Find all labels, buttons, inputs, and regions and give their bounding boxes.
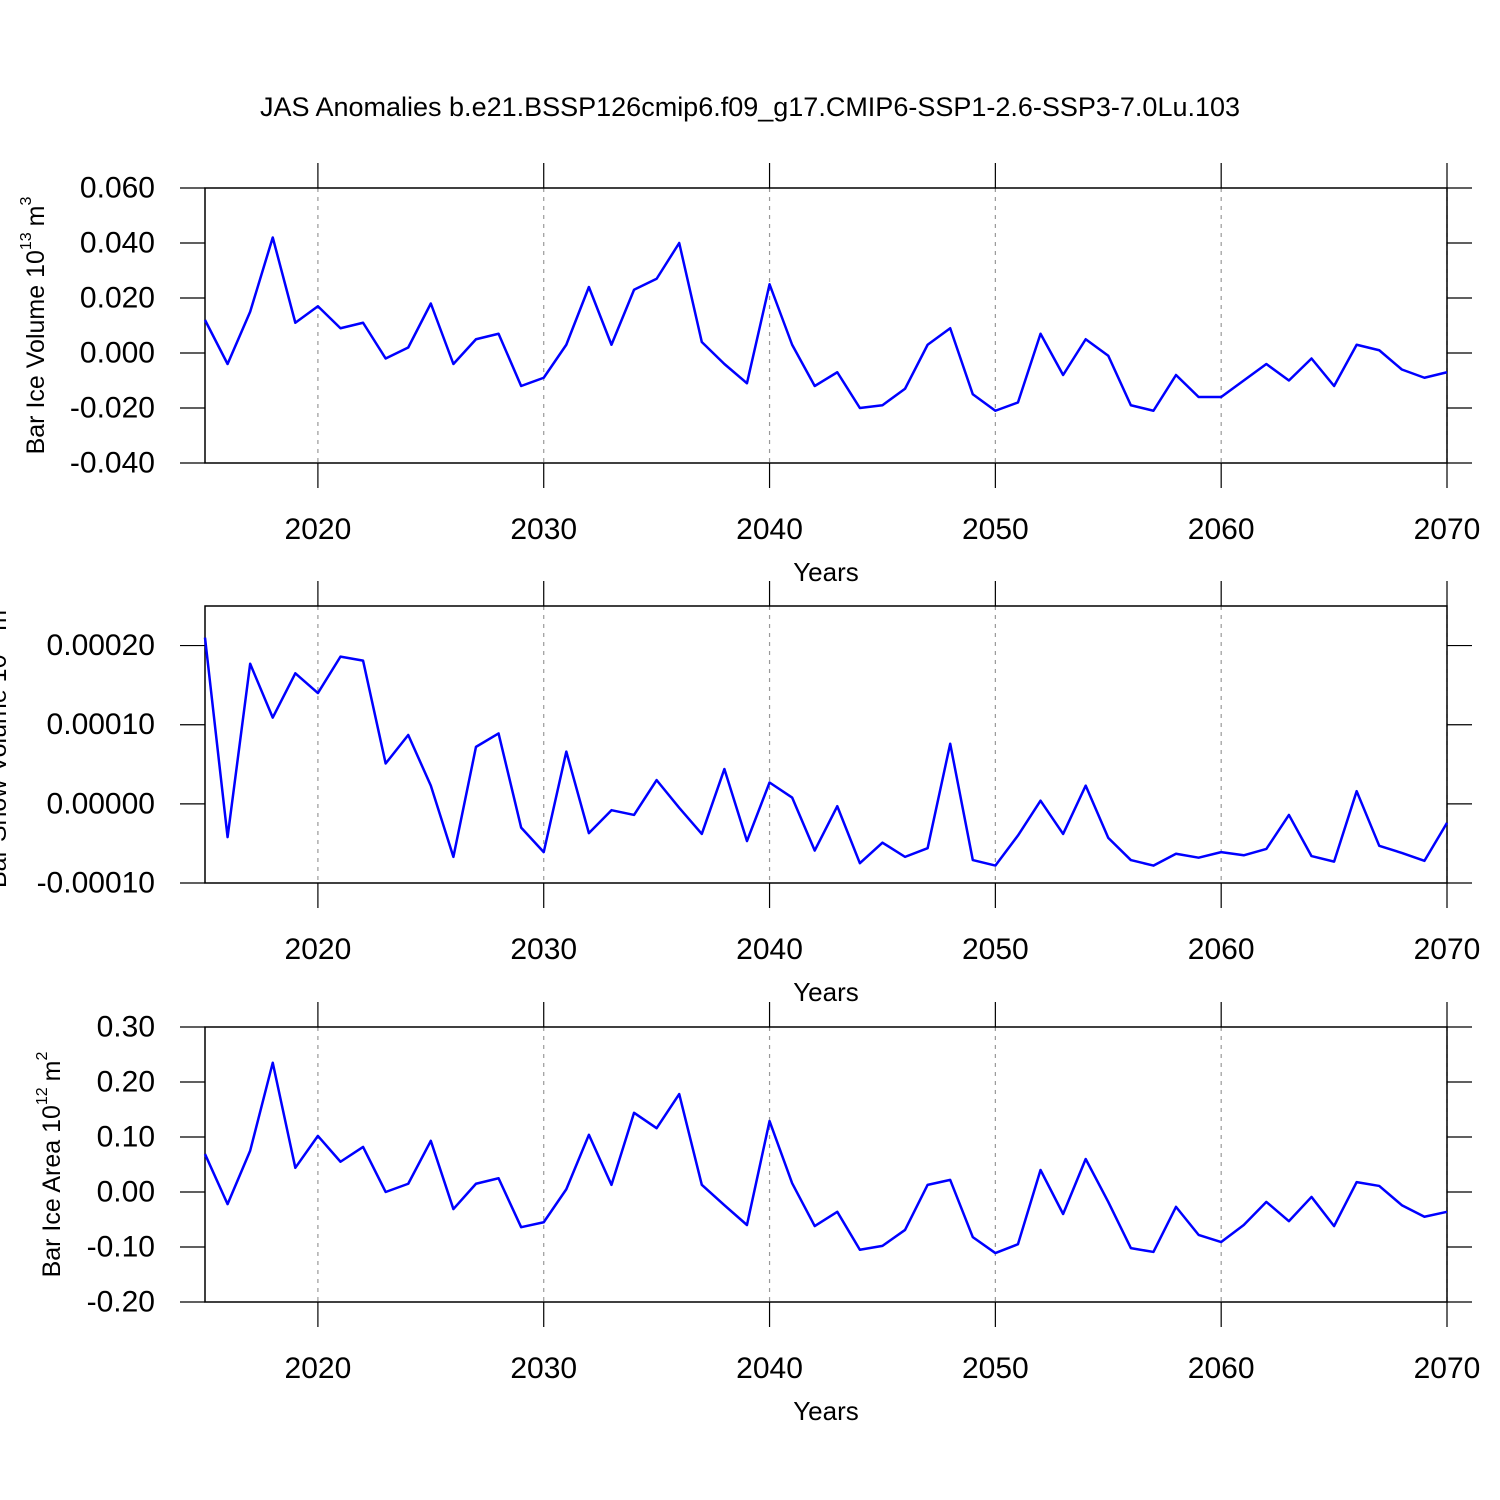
y-tick-label: 0.060 xyxy=(80,172,155,205)
y-tick-label: 0.040 xyxy=(80,227,155,260)
y-axis-label-power: 13 xyxy=(18,232,35,250)
y-axis-label-text: Bar Ice Volume 10 xyxy=(22,250,50,454)
x-tick-label: 2040 xyxy=(736,933,803,966)
data-line xyxy=(203,236,1448,412)
y-tick-label: -0.20 xyxy=(87,1286,155,1319)
x-tick-label: 2060 xyxy=(1188,933,1255,966)
plot-frame xyxy=(204,1026,1448,1303)
x-tick-label: 2070 xyxy=(1414,513,1481,546)
x-axis-label: Years xyxy=(793,557,859,587)
y-tick-label: 0.00000 xyxy=(47,787,155,820)
y-axis-label-unit-power: 2 xyxy=(34,1051,51,1060)
x-tick-label: 2030 xyxy=(510,933,577,966)
x-tick-label: 2040 xyxy=(736,1352,803,1385)
y-axis-label-unit: m xyxy=(22,205,50,226)
plot-frame xyxy=(204,605,1448,884)
y-axis-label-text: Bar Ice Area 10 xyxy=(38,1105,66,1277)
y-axis-label-unit: m xyxy=(38,1060,66,1081)
y-axis-label: Bar Ice Volume 1013 m3 xyxy=(18,196,51,454)
plot-frame xyxy=(204,187,1448,464)
chart-title: JAS Anomalies b.e21.BSSP126cmip6.f09_g17… xyxy=(260,92,1240,122)
x-tick-label: 2030 xyxy=(510,513,577,546)
y-tick-label: -0.020 xyxy=(70,392,155,425)
y-tick-label: 0.20 xyxy=(97,1066,155,1099)
y-axis-label-power: 12 xyxy=(34,1087,51,1105)
x-tick-label: 2050 xyxy=(962,513,1029,546)
data-line xyxy=(203,637,1449,867)
y-tick-label: 0.00020 xyxy=(47,629,155,662)
x-tick-label: 2060 xyxy=(1188,513,1255,546)
x-tick-label: 2070 xyxy=(1414,1352,1481,1385)
x-tick-label: 2020 xyxy=(285,513,352,546)
x-axis-label: Years xyxy=(793,1396,859,1426)
x-tick-label: 2020 xyxy=(285,933,352,966)
data-line xyxy=(203,1061,1448,1255)
x-tick-label: 2070 xyxy=(1414,933,1481,966)
y-axis-label-unit: m xyxy=(0,610,12,631)
y-tick-label: -0.10 xyxy=(87,1231,155,1264)
x-axis-label: Years xyxy=(793,977,859,1007)
y-tick-label: 0.00 xyxy=(97,1176,155,1209)
x-tick-label: 2030 xyxy=(510,1352,577,1385)
y-tick-label: 0.000 xyxy=(80,337,155,370)
y-axis-label-text: Bar Snow Volume 10 xyxy=(0,655,12,888)
y-tick-label: -0.00010 xyxy=(37,867,155,900)
x-tick-label: 2050 xyxy=(962,1352,1029,1385)
x-tick-label: 2040 xyxy=(736,513,803,546)
y-tick-label: 0.30 xyxy=(97,1011,155,1044)
x-tick-label: 2050 xyxy=(962,933,1029,966)
x-tick-label: 2020 xyxy=(285,1352,352,1385)
y-tick-label: 0.020 xyxy=(80,282,155,315)
y-tick-label: -0.040 xyxy=(70,447,155,480)
y-axis-label: Bar Snow Volume 1013m3 xyxy=(0,601,12,888)
y-tick-label: 0.10 xyxy=(97,1121,155,1154)
y-axis-label-unit-power: 3 xyxy=(18,196,35,205)
x-tick-label: 2060 xyxy=(1188,1352,1255,1385)
y-tick-label: 0.00010 xyxy=(47,708,155,741)
y-axis-label: Bar Ice Area 1012 m2 xyxy=(34,1051,67,1277)
